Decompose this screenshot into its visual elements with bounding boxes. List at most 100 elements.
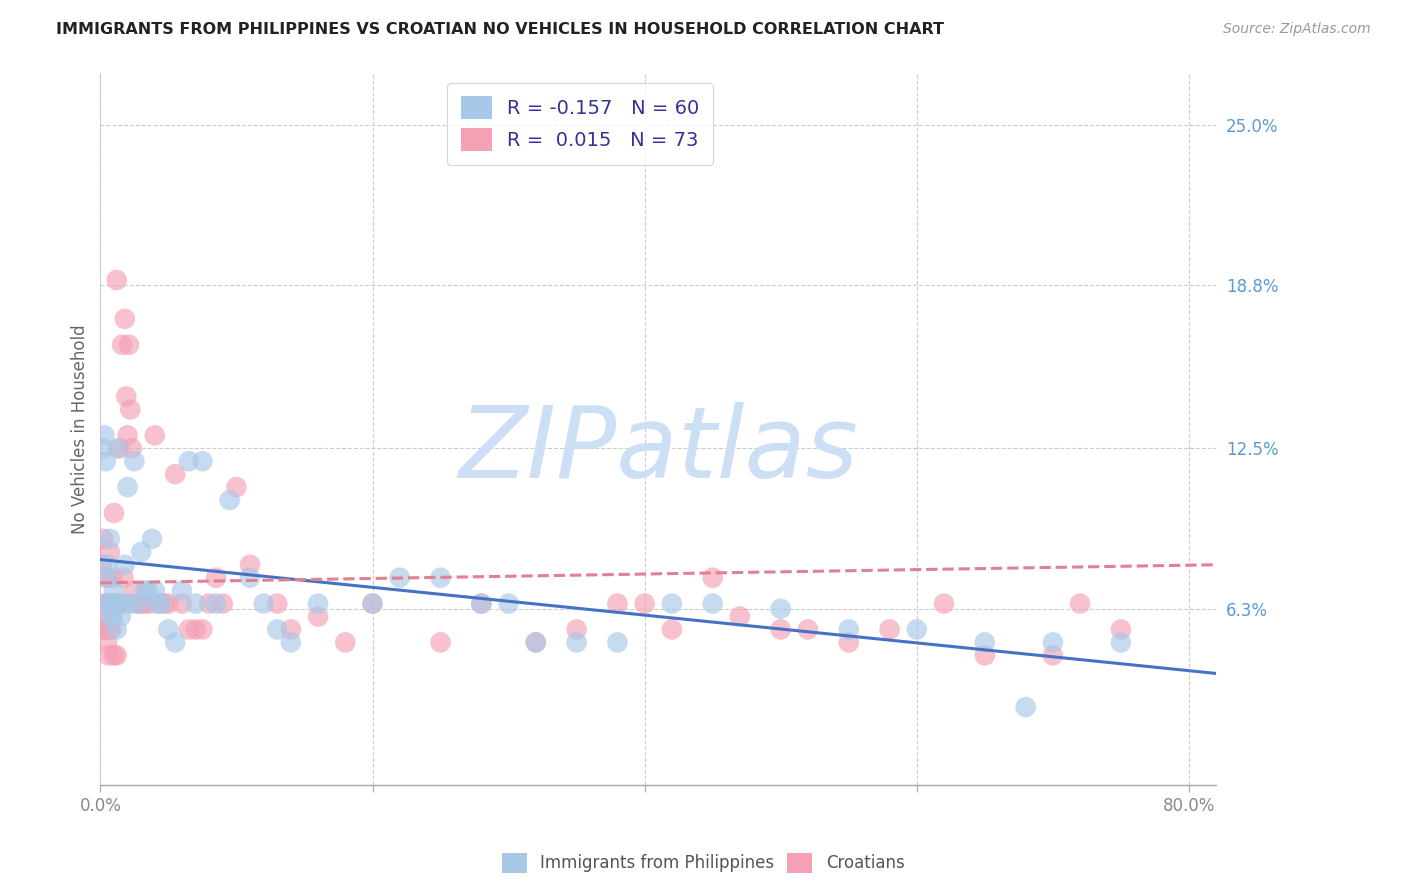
Point — [797, 623, 820, 637]
Point — [94, 454, 117, 468]
Point — [124, 583, 146, 598]
Point — [103, 648, 125, 663]
Point — [107, 597, 129, 611]
Point — [118, 337, 141, 351]
Point — [100, 609, 122, 624]
Point — [114, 558, 136, 572]
Point — [769, 601, 792, 615]
Point — [120, 597, 142, 611]
Point — [239, 571, 262, 585]
Point — [100, 597, 122, 611]
Point — [94, 623, 117, 637]
Point — [498, 597, 520, 611]
Point — [117, 428, 139, 442]
Point — [225, 480, 247, 494]
Point — [838, 623, 860, 637]
Point — [115, 390, 138, 404]
Point — [105, 623, 128, 637]
Point — [98, 623, 121, 637]
Point — [606, 635, 628, 649]
Point — [973, 635, 995, 649]
Point — [143, 583, 166, 598]
Point — [198, 597, 221, 611]
Point — [702, 597, 724, 611]
Point — [120, 402, 142, 417]
Point — [114, 311, 136, 326]
Point — [838, 635, 860, 649]
Point — [165, 635, 187, 649]
Point — [111, 337, 134, 351]
Point — [124, 454, 146, 468]
Point — [661, 597, 683, 611]
Point — [103, 597, 125, 611]
Point — [307, 609, 329, 624]
Point — [879, 623, 901, 637]
Point — [634, 597, 657, 611]
Point — [1109, 635, 1132, 649]
Point — [470, 597, 492, 611]
Point — [769, 623, 792, 637]
Point — [307, 597, 329, 611]
Point — [1109, 623, 1132, 637]
Point — [1042, 635, 1064, 649]
Point — [97, 571, 120, 585]
Point — [170, 583, 193, 598]
Text: IMMIGRANTS FROM PHILIPPINES VS CROATIAN NO VEHICLES IN HOUSEHOLD CORRELATION CHA: IMMIGRANTS FROM PHILIPPINES VS CROATIAN … — [56, 22, 945, 37]
Point — [97, 648, 120, 663]
Point — [239, 558, 262, 572]
Point — [280, 623, 302, 637]
Point — [136, 583, 159, 598]
Point — [361, 597, 384, 611]
Point — [121, 442, 143, 456]
Point — [184, 623, 207, 637]
Point — [565, 623, 588, 637]
Point — [90, 558, 112, 572]
Point — [191, 623, 214, 637]
Point — [361, 597, 384, 611]
Point — [91, 442, 114, 456]
Point — [429, 635, 451, 649]
Point — [165, 467, 187, 482]
Point — [96, 635, 118, 649]
Point — [127, 597, 149, 611]
Point — [191, 454, 214, 468]
Point — [100, 623, 122, 637]
Point — [100, 597, 122, 611]
Point — [177, 454, 200, 468]
Point — [728, 609, 751, 624]
Point — [94, 571, 117, 585]
Point — [93, 428, 115, 442]
Text: Source: ZipAtlas.com: Source: ZipAtlas.com — [1223, 22, 1371, 37]
Point — [107, 442, 129, 456]
Point — [91, 532, 114, 546]
Point — [388, 571, 411, 585]
Legend: Immigrants from Philippines, Croatians: Immigrants from Philippines, Croatians — [495, 847, 911, 880]
Point — [218, 493, 240, 508]
Point — [134, 597, 156, 611]
Point — [932, 597, 955, 611]
Point — [104, 597, 127, 611]
Point — [524, 635, 547, 649]
Point — [280, 635, 302, 649]
Point — [93, 597, 115, 611]
Point — [905, 623, 928, 637]
Point — [105, 597, 128, 611]
Point — [143, 428, 166, 442]
Point — [103, 506, 125, 520]
Point — [266, 623, 288, 637]
Point — [266, 597, 288, 611]
Point — [117, 480, 139, 494]
Point — [184, 597, 207, 611]
Point — [134, 583, 156, 598]
Point — [114, 597, 136, 611]
Point — [565, 635, 588, 649]
Point — [93, 623, 115, 637]
Y-axis label: No Vehicles in Household: No Vehicles in Household — [72, 324, 89, 533]
Point — [96, 558, 118, 572]
Point — [170, 597, 193, 611]
Point — [146, 597, 169, 611]
Point — [1042, 648, 1064, 663]
Point — [177, 623, 200, 637]
Point — [98, 545, 121, 559]
Point — [97, 609, 120, 624]
